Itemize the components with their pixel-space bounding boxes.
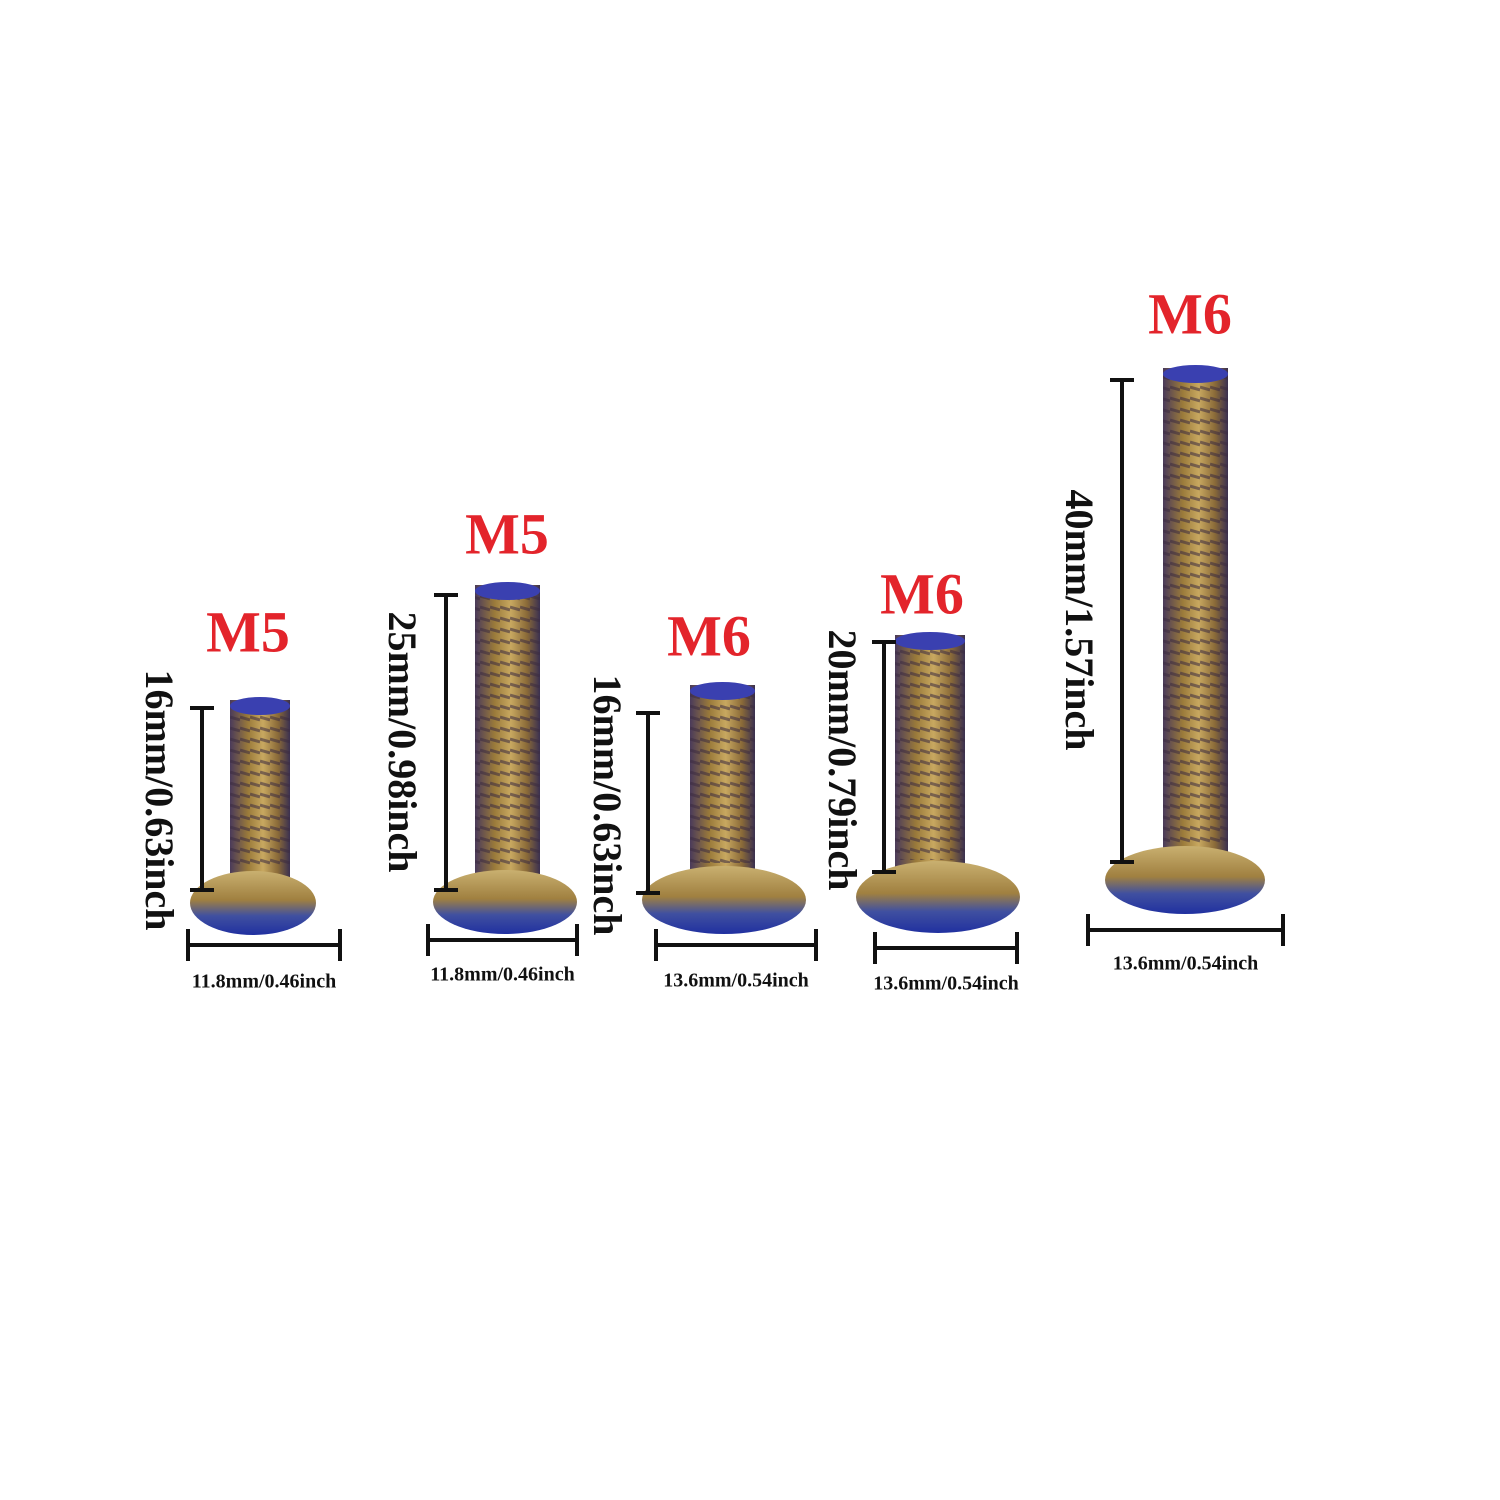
length-label: 16mm/0.63inch	[137, 669, 182, 930]
length-label: 40mm/1.57inch	[1057, 489, 1102, 750]
bolt-head	[433, 870, 577, 934]
bolt-thread	[1163, 376, 1228, 843]
width-label: 13.6mm/0.54inch	[1113, 953, 1259, 975]
bolt-tip	[895, 632, 965, 650]
thread-size: M6	[667, 603, 751, 668]
thread-size: M6	[1148, 281, 1232, 346]
width-label: 13.6mm/0.54inch	[663, 970, 809, 992]
length-label: 16mm/0.63inch	[585, 674, 630, 935]
bolt-thread	[475, 593, 540, 865]
length-label: 20mm/0.79inch	[820, 629, 865, 890]
bolt-tip	[475, 582, 540, 600]
bolt-tip	[1163, 365, 1228, 383]
bolt-thread	[690, 693, 755, 863]
bolt-tip	[690, 682, 755, 700]
width-label: 11.8mm/0.46inch	[192, 971, 336, 993]
bolt-tip	[230, 697, 290, 715]
bolt-thread	[895, 643, 965, 860]
bolt-head	[856, 861, 1020, 933]
thread-size: M6	[880, 561, 964, 626]
width-label: 11.8mm/0.46inch	[430, 964, 574, 986]
thread-size: M5	[465, 501, 549, 566]
bolt-thread	[230, 708, 290, 866]
length-label: 25mm/0.98inch	[380, 611, 425, 872]
width-label: 13.6mm/0.54inch	[873, 973, 1019, 995]
bolt-head	[1105, 846, 1265, 914]
bolt-head	[642, 866, 806, 934]
thread-size: M5	[206, 599, 290, 664]
bolt-head	[190, 871, 316, 935]
